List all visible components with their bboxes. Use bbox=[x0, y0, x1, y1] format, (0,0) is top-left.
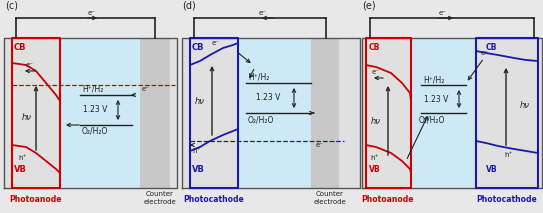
Text: CB: CB bbox=[192, 43, 205, 52]
Bar bbox=[182, 38, 360, 188]
Text: e⁻: e⁻ bbox=[88, 10, 96, 16]
Text: h⁺: h⁺ bbox=[504, 152, 512, 158]
Bar bbox=[366, 38, 411, 188]
Bar bbox=[476, 38, 538, 188]
Text: Photocathode: Photocathode bbox=[184, 196, 244, 204]
Bar bbox=[60, 38, 140, 188]
Text: (d): (d) bbox=[182, 1, 195, 11]
Bar bbox=[12, 38, 60, 188]
Text: e⁻: e⁻ bbox=[26, 62, 34, 68]
Text: e⁻: e⁻ bbox=[439, 10, 447, 16]
Text: hν: hν bbox=[371, 117, 381, 125]
Text: VB: VB bbox=[486, 166, 497, 174]
Text: VB: VB bbox=[192, 166, 205, 174]
Text: O₂/H₂O: O₂/H₂O bbox=[419, 115, 445, 125]
Text: CB: CB bbox=[369, 43, 381, 52]
Text: h⁺: h⁺ bbox=[192, 148, 200, 154]
Text: Photoanode: Photoanode bbox=[10, 196, 62, 204]
Text: e⁻: e⁻ bbox=[259, 10, 267, 16]
Text: e⁻: e⁻ bbox=[142, 86, 150, 92]
Text: e⁻: e⁻ bbox=[212, 40, 220, 46]
Text: h⁺: h⁺ bbox=[370, 155, 378, 161]
Text: 1.23 V: 1.23 V bbox=[424, 95, 448, 104]
Text: (c): (c) bbox=[5, 1, 18, 11]
Text: Counter
electrode: Counter electrode bbox=[314, 191, 346, 204]
Bar bbox=[190, 38, 238, 188]
Text: e⁻: e⁻ bbox=[481, 50, 489, 56]
Text: CB: CB bbox=[14, 43, 27, 52]
Text: Photocathode: Photocathode bbox=[477, 196, 538, 204]
Text: O₂/H₂O: O₂/H₂O bbox=[248, 115, 274, 125]
Bar bbox=[238, 38, 311, 188]
Text: O₂/H₂O: O₂/H₂O bbox=[82, 127, 109, 135]
Text: VB: VB bbox=[14, 166, 27, 174]
Text: (e): (e) bbox=[362, 1, 376, 11]
Bar bbox=[140, 38, 170, 188]
Text: H⁺/H₂: H⁺/H₂ bbox=[423, 75, 444, 85]
Text: hν: hν bbox=[520, 102, 530, 111]
Bar bbox=[362, 38, 542, 188]
Text: H⁺/H₂: H⁺/H₂ bbox=[82, 85, 103, 94]
Text: H⁺/H₂: H⁺/H₂ bbox=[248, 72, 269, 82]
Text: Counter
electrode: Counter electrode bbox=[144, 191, 176, 204]
Text: e⁻: e⁻ bbox=[316, 142, 324, 148]
Text: VB: VB bbox=[369, 166, 381, 174]
Bar bbox=[4, 38, 177, 188]
Text: 1.23 V: 1.23 V bbox=[256, 94, 280, 102]
Text: hν: hν bbox=[22, 114, 32, 122]
Bar bbox=[411, 38, 476, 188]
Text: CB: CB bbox=[486, 43, 497, 52]
Text: Photoanode: Photoanode bbox=[362, 196, 414, 204]
Bar bbox=[311, 38, 339, 188]
Text: e⁻: e⁻ bbox=[372, 69, 380, 75]
Text: 1.23 V: 1.23 V bbox=[83, 105, 107, 115]
Text: hν: hν bbox=[195, 96, 205, 105]
Text: h⁺: h⁺ bbox=[18, 155, 26, 161]
